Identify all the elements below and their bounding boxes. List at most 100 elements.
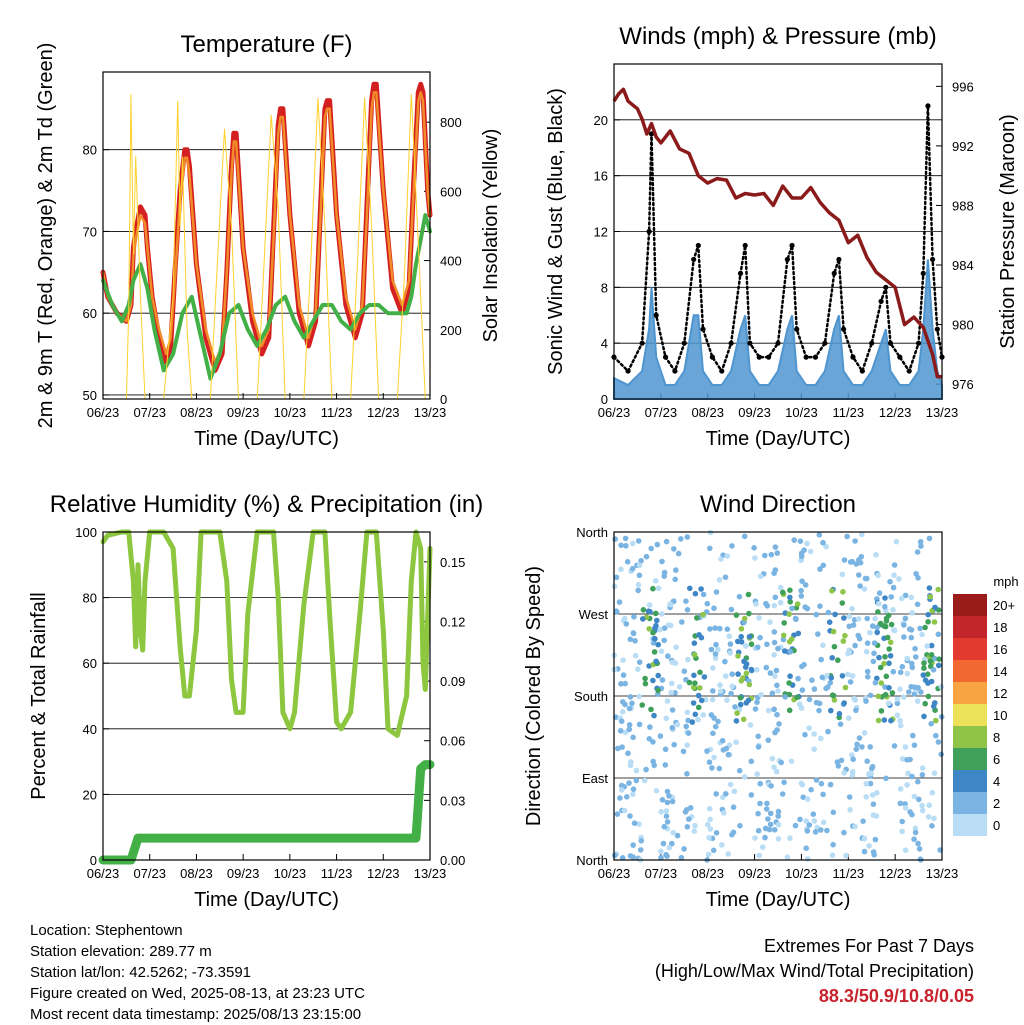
direction-point: [889, 690, 896, 696]
direction-point: [928, 642, 935, 649]
direction-point: [789, 605, 795, 612]
direction-point: [624, 559, 631, 565]
direction-point: [773, 667, 780, 674]
direction-point: [754, 667, 760, 673]
direction-point: [662, 746, 669, 753]
direction-point: [636, 562, 643, 569]
direction-point: [931, 815, 937, 822]
direction-point: [719, 842, 725, 848]
direction-point: [673, 644, 679, 650]
direction-point: [813, 611, 820, 618]
direction-point: [640, 607, 647, 613]
direction-point: [657, 733, 664, 739]
direction-point: [828, 707, 834, 714]
direction-point: [904, 757, 910, 763]
y2-tick-label: 0.12: [440, 614, 465, 629]
direction-point: [841, 770, 847, 776]
direction-point: [757, 780, 763, 787]
direction-point: [894, 696, 901, 702]
direction-point: [897, 669, 904, 676]
direction-point: [911, 742, 918, 748]
direction-point: [864, 758, 870, 764]
direction-point: [740, 716, 747, 723]
direction-point: [864, 615, 870, 622]
direction-point: [841, 829, 847, 836]
direction-point: [935, 739, 942, 745]
direction-point: [710, 688, 716, 694]
direction-point: [809, 677, 815, 683]
direction-point: [775, 645, 781, 652]
direction-point: [627, 694, 634, 700]
direction-point: [719, 737, 726, 744]
x-tick-label: 08/23: [691, 405, 724, 420]
direction-point: [664, 853, 670, 859]
direction-point: [850, 756, 856, 763]
direction-point: [778, 759, 784, 766]
direction-point: [663, 813, 670, 819]
direction-point: [824, 672, 830, 679]
direction-point: [665, 653, 671, 659]
y-tick-label: 60: [83, 306, 97, 321]
direction-point: [717, 682, 723, 688]
direction-point: [618, 542, 624, 549]
direction-point: [659, 797, 666, 803]
direction-point: [755, 827, 762, 834]
direction-point: [913, 654, 919, 660]
direction-point: [763, 664, 770, 671]
direction-point: [847, 807, 853, 813]
direction-point: [630, 540, 636, 547]
direction-point: [859, 744, 865, 750]
direction-point: [700, 712, 706, 718]
colorbar-swatch: [953, 660, 987, 682]
direction-point: [709, 765, 715, 771]
direction-point: [775, 813, 781, 819]
direction-point: [893, 538, 900, 545]
direction-point: [871, 650, 877, 657]
direction-point: [911, 793, 918, 800]
direction-point: [867, 629, 873, 636]
direction-point: [619, 709, 626, 715]
direction-point: [863, 781, 869, 787]
direction-point: [871, 640, 878, 646]
direction-point: [718, 556, 724, 562]
direction-point: [627, 853, 634, 859]
direction-point: [797, 538, 804, 544]
direction-point: [694, 615, 700, 621]
direction-point: [676, 684, 683, 690]
plot-frame: [613, 531, 943, 861]
direction-point: [811, 686, 818, 692]
y-tick-label: 20: [594, 113, 608, 128]
direction-point: [912, 825, 919, 832]
direction-point: [622, 615, 628, 622]
direction-point: [697, 685, 703, 691]
direction-point: [933, 732, 939, 739]
direction-point: [906, 689, 912, 695]
direction-point: [818, 780, 825, 787]
direction-point: [669, 724, 676, 731]
direction-point: [829, 852, 836, 858]
y2-tick-label: 0.03: [440, 793, 465, 808]
direction-point: [846, 794, 853, 800]
direction-point: [771, 602, 778, 609]
direction-point: [806, 725, 812, 731]
direction-point: [710, 665, 716, 671]
direction-point: [904, 655, 910, 662]
direction-point: [797, 816, 803, 823]
y-tick-label: 100: [75, 525, 97, 540]
direction-point: [620, 672, 627, 678]
direction-point: [729, 543, 735, 549]
direction-point: [632, 652, 639, 659]
direction-point: [707, 626, 713, 632]
x-tick-label: 13/23: [414, 405, 447, 420]
extremes-title: Extremes For Past 7 Days: [763, 936, 974, 956]
y-tick-label: 40: [83, 722, 97, 737]
direction-point: [929, 789, 936, 796]
direction-point: [914, 601, 921, 608]
direction-point: [926, 802, 932, 808]
direction-point: [818, 656, 824, 663]
x-tick-label: 06/23: [598, 866, 631, 881]
direction-point: [930, 667, 937, 673]
direction-point: [646, 663, 652, 669]
direction-point: [922, 700, 928, 707]
direction-point: [864, 640, 871, 646]
